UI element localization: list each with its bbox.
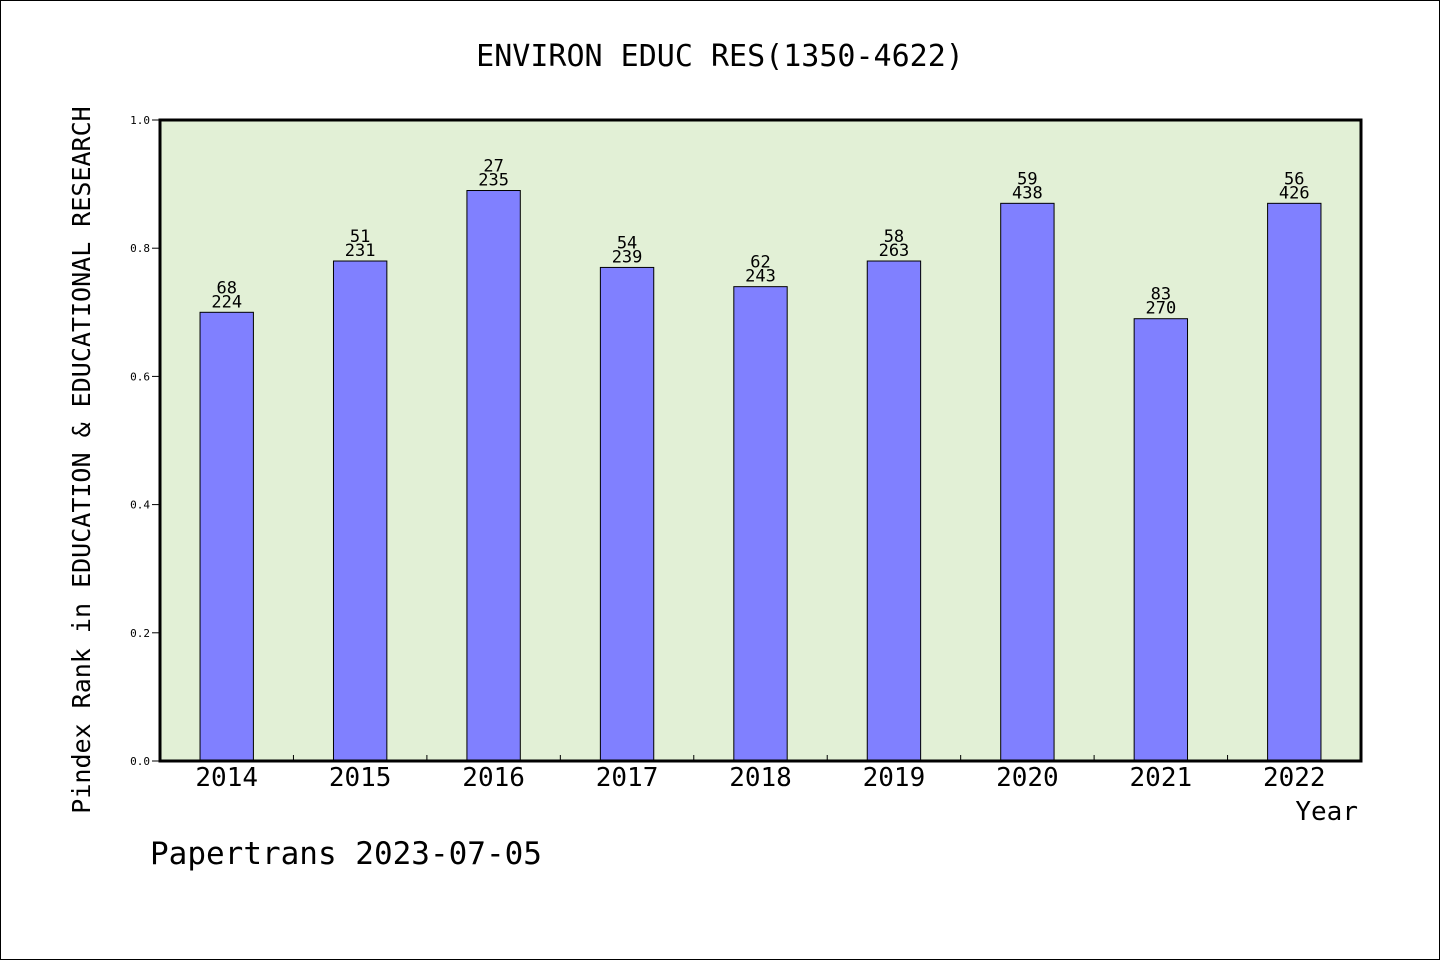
x-tick-label-2015: 2015 bbox=[329, 763, 392, 793]
y-tick-label: 0.4 bbox=[130, 499, 150, 512]
y-axis-label: Pindex Rank in EDUCATION & EDUCATIONAL R… bbox=[67, 106, 96, 813]
bar-rank-label: 56 bbox=[1284, 169, 1304, 189]
bar-2021 bbox=[1133, 318, 1189, 762]
bar-2022 bbox=[1267, 202, 1322, 762]
bars-group bbox=[199, 190, 1322, 762]
x-tick-label-2021: 2021 bbox=[1130, 763, 1193, 793]
x-axis: 2014 2015 2016 2017 2018 2019 2020 2021 2022 bbox=[195, 755, 1326, 793]
y-axis: 0.0 0.2 0.4 0.6 0.8 1.0 bbox=[130, 114, 160, 768]
bar-2017 bbox=[599, 266, 655, 762]
bar-total-label: 438 bbox=[1012, 183, 1043, 203]
bar-2019 bbox=[866, 260, 922, 762]
bar-total-label: 224 bbox=[211, 292, 242, 312]
bar-rank-label: 58 bbox=[884, 227, 904, 247]
y-tick-label: 0.6 bbox=[130, 370, 150, 383]
chart-title: ENVIRON EDUC RES(1350-4622) bbox=[476, 39, 964, 74]
y-tick-label: 0.0 bbox=[130, 755, 150, 768]
bar-rank-label: 51 bbox=[350, 227, 370, 247]
bar-rank-label: 54 bbox=[617, 233, 637, 253]
plot-border bbox=[158, 118, 1363, 763]
x-tick-label-2019: 2019 bbox=[863, 763, 926, 793]
bar-rank-label: 62 bbox=[750, 253, 770, 273]
bar-rank-label: 27 bbox=[483, 157, 503, 177]
bar-rank-label: 83 bbox=[1151, 285, 1171, 305]
x-tick-label-2020: 2020 bbox=[996, 763, 1059, 793]
bar-total-label: 239 bbox=[612, 247, 643, 267]
bar-total-label: 426 bbox=[1279, 183, 1310, 203]
x-tick-label-2016: 2016 bbox=[462, 763, 525, 793]
bar-2014 bbox=[199, 311, 254, 762]
bar-total-label: 235 bbox=[478, 171, 509, 191]
bar-2015 bbox=[332, 260, 388, 762]
x-tick-label-2017: 2017 bbox=[596, 763, 659, 793]
bar-total-label: 231 bbox=[345, 241, 376, 261]
x-tick-label-2022: 2022 bbox=[1263, 763, 1326, 793]
footer-credit: Papertrans 2023-07-05 bbox=[150, 836, 542, 872]
x-tick-label-2014: 2014 bbox=[195, 763, 258, 793]
bar-total-label: 270 bbox=[1145, 299, 1176, 319]
bar-2016 bbox=[466, 190, 521, 762]
bar-2018 bbox=[733, 286, 788, 762]
bar-2020 bbox=[1000, 202, 1055, 762]
bar-rank-label: 59 bbox=[1017, 169, 1037, 189]
x-tick-label-2018: 2018 bbox=[729, 763, 792, 793]
bar-total-label: 243 bbox=[745, 267, 776, 287]
x-axis-label: Year bbox=[1295, 797, 1358, 827]
y-tick-label: 0.8 bbox=[130, 242, 150, 255]
bar-rank-label: 68 bbox=[216, 278, 236, 298]
bar-total-label: 263 bbox=[879, 241, 910, 261]
y-tick-label: 0.2 bbox=[130, 627, 150, 640]
y-tick-label: 1.0 bbox=[130, 114, 150, 127]
